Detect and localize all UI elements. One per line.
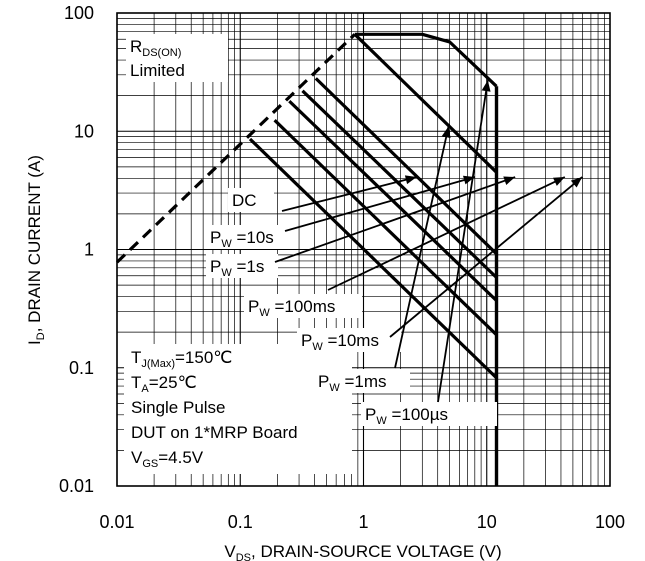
y-axis-label: ID, DRAIN CURRENT (A) <box>25 155 47 345</box>
series-label-arrow <box>437 80 489 403</box>
series-label-box <box>297 328 401 352</box>
condition-text: TJ(Max)=150℃ <box>131 348 232 370</box>
series-label-arrow <box>394 126 450 369</box>
y-tick-label: 100 <box>64 3 94 23</box>
annotation-labels: RDS(ON) Limited TJ(Max)=150℃ TA=25℃ Single P… <box>124 34 583 474</box>
condition-text: DUT on 1*MRP Board <box>131 423 298 442</box>
soa-curve <box>273 119 498 336</box>
series-label-box <box>361 402 497 426</box>
series-label-box <box>244 294 362 318</box>
x-tick-label: 0.1 <box>228 512 253 532</box>
series-label-arrow-head <box>552 177 565 186</box>
series-label-arrow <box>389 176 583 338</box>
condition-text: VGS=4.5V <box>131 448 204 470</box>
soa-curve <box>248 137 498 380</box>
condition-text: TA=25℃ <box>131 373 197 395</box>
x-tick-label: 10 <box>477 512 497 532</box>
plot-frame <box>116 12 611 487</box>
conditions-box <box>124 344 352 474</box>
rds-label: RDS(ON) <box>130 37 181 59</box>
soa-curve <box>353 33 498 174</box>
series-label-box <box>314 369 410 393</box>
y-tick-label: 0.01 <box>59 476 94 496</box>
y-tick-label: 1 <box>84 240 94 260</box>
series-label-arrow <box>274 176 516 263</box>
series-label: PW =100µs <box>365 405 448 427</box>
x-tick-label: 100 <box>595 512 625 532</box>
x-tick-label: 1 <box>358 512 368 532</box>
condition-text: Single Pulse <box>131 398 226 417</box>
x-tick-label: 0.01 <box>99 512 134 532</box>
series-label-arrow-head <box>503 176 516 185</box>
series-label: PW =100ms <box>248 297 335 319</box>
rds-on-limit-line <box>115 33 356 264</box>
series-label-box <box>206 254 278 278</box>
x-axis-label: VDS, DRAIN-SOURCE VOLTAGE (V) <box>224 542 501 561</box>
series-label-box <box>228 188 274 212</box>
series-label-arrow-head <box>570 177 583 188</box>
y-tick-label: 0.1 <box>69 358 94 378</box>
series-label-box <box>206 225 290 249</box>
series-label: DC <box>232 191 257 210</box>
series-label: PW =10ms <box>301 331 379 353</box>
series-label-arrow-head <box>481 80 491 92</box>
series-label-arrow <box>281 176 417 212</box>
rds-label-box <box>126 34 228 82</box>
y-tick-label: 10 <box>74 121 94 141</box>
series-label: PW =1s <box>210 257 264 279</box>
series-label-arrow-head <box>404 175 417 185</box>
soa-curve <box>354 32 498 88</box>
series-label: PW =1ms <box>318 372 387 394</box>
series-label: PW =10s <box>210 228 274 250</box>
series-label-arrow <box>284 176 476 232</box>
soa-curve <box>301 89 498 279</box>
series-label-arrow-head <box>441 126 451 139</box>
series-label-arrow <box>327 176 566 291</box>
tick-labels: 0.01 0.1 1 10 100 100 10 1 0.1 0.01 <box>59 3 625 532</box>
rds-limited-label: Limited <box>130 61 185 80</box>
